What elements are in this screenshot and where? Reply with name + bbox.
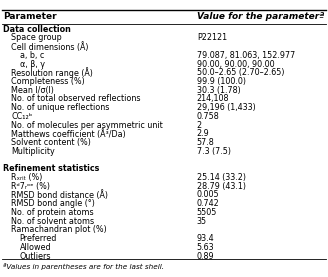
Text: Space group: Space group: [11, 34, 62, 42]
Text: 2: 2: [197, 121, 202, 130]
Text: 214,108: 214,108: [197, 94, 229, 104]
Text: No. of total observed reflections: No. of total observed reflections: [11, 94, 141, 104]
Text: 50.0–2.65 (2.70–2.65): 50.0–2.65 (2.70–2.65): [197, 68, 284, 77]
Text: Parameter: Parameter: [3, 12, 57, 21]
Text: Refinement statistics: Refinement statistics: [3, 164, 100, 173]
Text: RMSD bond angle (°): RMSD bond angle (°): [11, 199, 95, 208]
Text: 57.8: 57.8: [197, 138, 215, 147]
Text: Outliers: Outliers: [20, 252, 51, 261]
Text: Matthews coefficient (Å³/Da): Matthews coefficient (Å³/Da): [11, 129, 126, 139]
Text: Ramachandran plot (%): Ramachandran plot (%): [11, 225, 107, 234]
Text: 5.63: 5.63: [197, 243, 215, 252]
Text: 79.087, 81.063, 152.977: 79.087, 81.063, 152.977: [197, 51, 295, 60]
Text: P22121: P22121: [197, 34, 227, 42]
Text: 28.79 (43.1): 28.79 (43.1): [197, 182, 246, 191]
Text: Value for the parameterª: Value for the parameterª: [197, 12, 324, 21]
Text: Data collection: Data collection: [3, 25, 71, 34]
Text: No. of molecules per asymmetric unit: No. of molecules per asymmetric unit: [11, 121, 163, 130]
Text: 30.3 (1.78): 30.3 (1.78): [197, 86, 240, 95]
Text: 7.3 (7.5): 7.3 (7.5): [197, 147, 231, 156]
Text: CC₁₂ᵇ: CC₁₂ᵇ: [11, 112, 33, 121]
Text: α, β, γ: α, β, γ: [20, 60, 45, 69]
Text: 5505: 5505: [197, 208, 217, 217]
Text: Solvent content (%): Solvent content (%): [11, 138, 92, 147]
Text: 2.9: 2.9: [197, 129, 210, 138]
Text: 99.9 (100.0): 99.9 (100.0): [197, 77, 246, 86]
Text: 25.14 (33.2): 25.14 (33.2): [197, 173, 246, 182]
Text: Preferred: Preferred: [20, 234, 57, 243]
Text: Mean I/σ(I): Mean I/σ(I): [11, 86, 54, 95]
Text: 0.758: 0.758: [197, 112, 219, 121]
Text: Resolution range (Å): Resolution range (Å): [11, 67, 93, 78]
Text: 90.00, 90.00, 90.00: 90.00, 90.00, 90.00: [197, 60, 275, 69]
Text: Allowed: Allowed: [20, 243, 51, 252]
Text: No. of unique reflections: No. of unique reflections: [11, 103, 110, 112]
Text: No. of protein atoms: No. of protein atoms: [11, 208, 94, 217]
Text: RMSD bond distance (Å): RMSD bond distance (Å): [11, 190, 109, 200]
Text: 29,196 (1,433): 29,196 (1,433): [197, 103, 256, 112]
Text: 93.4: 93.4: [197, 234, 215, 243]
Text: 0.005: 0.005: [197, 191, 219, 199]
Text: Completeness (%): Completeness (%): [11, 77, 85, 86]
Text: 35: 35: [197, 217, 207, 226]
Text: Cell dimensions (Å): Cell dimensions (Å): [11, 42, 89, 52]
Text: 0.742: 0.742: [197, 199, 219, 208]
Text: ªValues in parentheses are for the last shell.: ªValues in parentheses are for the last …: [3, 263, 164, 270]
Text: Rᵈ7ᵣᵒᵉ (%): Rᵈ7ᵣᵒᵉ (%): [11, 182, 51, 191]
Text: No. of solvent atoms: No. of solvent atoms: [11, 217, 94, 226]
Text: Multiplicity: Multiplicity: [11, 147, 55, 156]
Text: a, b, c: a, b, c: [20, 51, 44, 60]
Text: Rₓᵣᵢₜ (%): Rₓᵣᵢₜ (%): [11, 173, 43, 182]
Text: 0.89: 0.89: [197, 252, 215, 261]
